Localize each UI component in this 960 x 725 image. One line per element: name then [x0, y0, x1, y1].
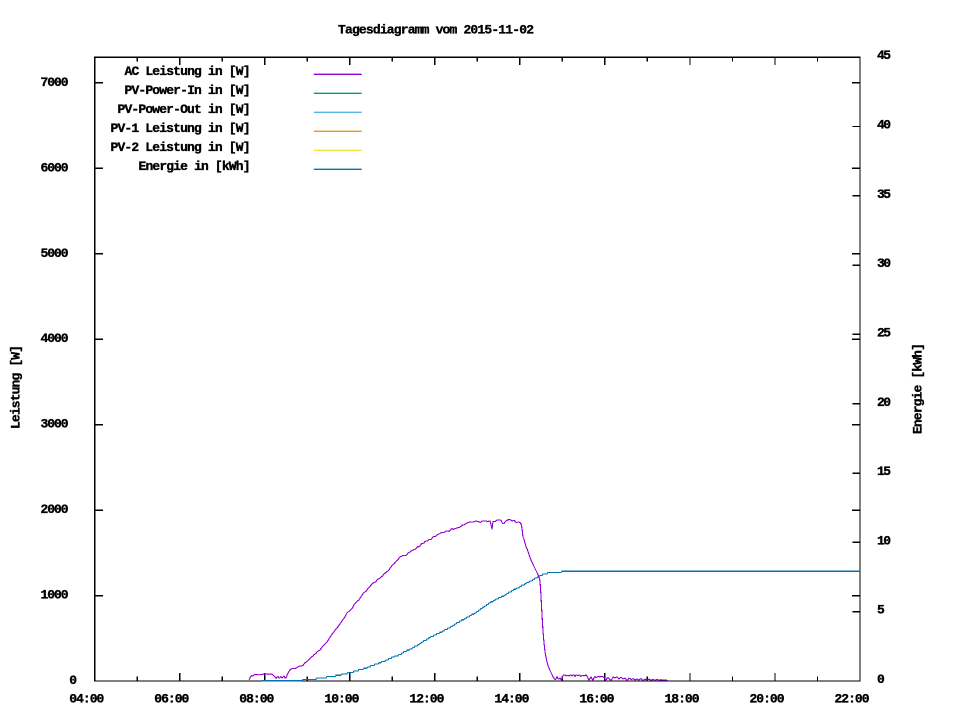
svg-text:4000: 4000 — [41, 331, 69, 346]
svg-text:12:00: 12:00 — [409, 692, 444, 707]
svg-text:PV-2 Leistung in [W]: PV-2 Leistung in [W] — [111, 140, 251, 155]
svg-text:10:00: 10:00 — [324, 692, 359, 707]
svg-text:6000: 6000 — [41, 160, 69, 175]
svg-text:5000: 5000 — [41, 246, 69, 261]
svg-text:Leistung [W]: Leistung [W] — [9, 345, 24, 429]
svg-text:40: 40 — [877, 118, 891, 133]
svg-text:7000: 7000 — [41, 75, 69, 90]
svg-text:15: 15 — [877, 464, 891, 479]
svg-text:5: 5 — [877, 603, 885, 618]
svg-text:AC Leistung in [W]: AC Leistung in [W] — [125, 64, 251, 79]
svg-text:Energie [kWh]: Energie [kWh] — [911, 343, 926, 434]
svg-text:30: 30 — [877, 256, 891, 271]
svg-text:22:00: 22:00 — [835, 692, 870, 707]
svg-text:25: 25 — [877, 325, 891, 340]
svg-text:10: 10 — [877, 533, 891, 548]
svg-text:Energie in [kWh]: Energie in [kWh] — [139, 159, 251, 174]
svg-text:14:00: 14:00 — [494, 692, 529, 707]
svg-text:0: 0 — [69, 673, 77, 688]
svg-text:45: 45 — [877, 48, 891, 63]
svg-text:PV-Power-In in [W]: PV-Power-In in [W] — [125, 83, 251, 98]
svg-text:06:00: 06:00 — [154, 692, 189, 707]
svg-text:16:00: 16:00 — [579, 692, 614, 707]
svg-text:20:00: 20:00 — [750, 692, 785, 707]
svg-text:Tagesdiagramm vom 2015-11-02: Tagesdiagramm vom 2015-11-02 — [338, 23, 534, 38]
svg-text:PV-Power-Out in [W]: PV-Power-Out in [W] — [118, 102, 251, 117]
svg-text:0: 0 — [877, 672, 885, 687]
svg-text:35: 35 — [877, 187, 891, 202]
svg-text:2000: 2000 — [41, 502, 69, 517]
svg-text:PV-1 Leistung in [W]: PV-1 Leistung in [W] — [111, 121, 251, 136]
svg-text:20: 20 — [877, 395, 891, 410]
svg-text:08:00: 08:00 — [239, 692, 274, 707]
svg-text:3000: 3000 — [41, 417, 69, 432]
svg-text:1000: 1000 — [41, 588, 69, 603]
svg-text:18:00: 18:00 — [665, 692, 700, 707]
svg-text:04:00: 04:00 — [69, 692, 104, 707]
